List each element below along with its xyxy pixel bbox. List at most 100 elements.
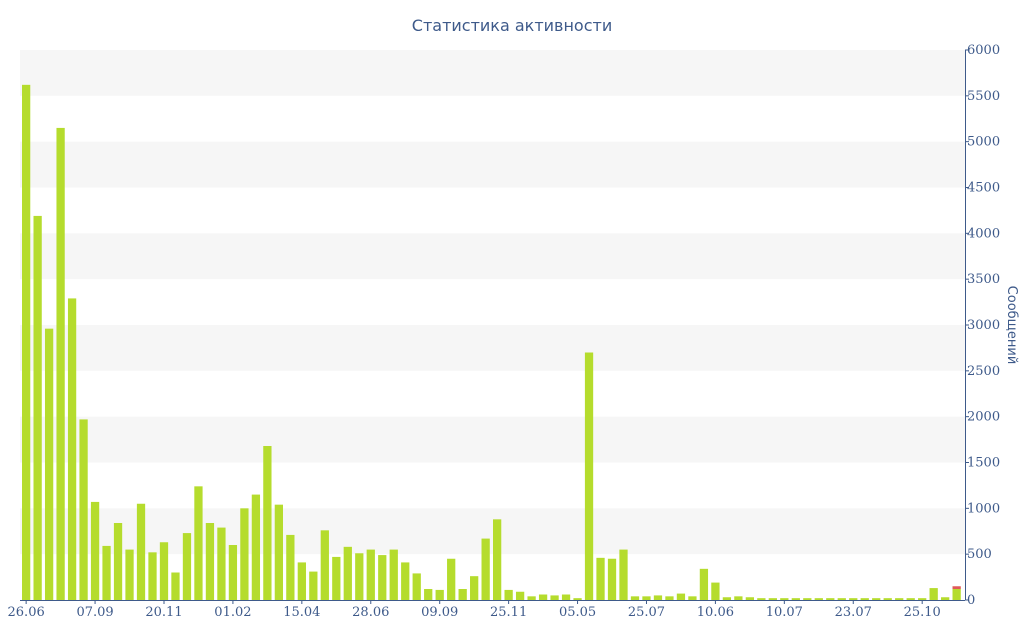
grid-band [20,325,965,371]
bar [699,568,709,600]
bar [194,486,203,600]
bar [803,598,812,600]
bar [228,545,238,600]
bar [205,523,215,600]
grid-band [20,141,965,188]
bar [837,598,846,600]
y-tick-label: 3500 [967,272,1000,287]
grid-band [20,508,965,555]
x-tick-label: 05.05 [559,605,596,620]
bar [745,597,755,600]
bar [619,549,628,600]
y-tick-label: 2500 [967,364,1000,379]
x-tick-label: 10.07 [766,605,803,620]
bar [584,352,594,600]
bar [642,596,651,600]
y-tick-label: 4000 [967,226,1000,241]
bar [113,523,123,600]
x-tick-label: 28.06 [352,605,389,620]
x-tick-label: 07.09 [76,605,113,620]
bar [412,573,421,600]
bar [814,598,823,600]
bar [470,576,479,600]
bar [378,555,387,600]
bar [826,598,835,600]
bar [941,597,950,600]
bar [481,538,490,600]
y-axis-label: Сообщений [1004,286,1019,365]
chart-title: Статистика активности [412,16,612,35]
bar [849,598,858,600]
bar [952,589,961,600]
bar [872,598,881,600]
bar [148,552,157,600]
y-tick-label: 0 [967,593,975,608]
bar [607,558,617,600]
bar [366,549,375,600]
bar [550,595,559,600]
bar [883,598,892,600]
bar [274,504,284,600]
y-tick-label: 1500 [967,456,1000,471]
bar [538,594,548,600]
y-tick-label: 1000 [967,501,1000,516]
bar [67,298,77,600]
bar [297,562,306,600]
y-tick-label: 2000 [967,410,1000,425]
y-tick-label: 500 [967,547,992,562]
bar [515,591,525,600]
bar [676,593,686,600]
bar [33,215,42,600]
bar [895,598,904,600]
bar [711,582,720,600]
x-tick-label: 25.11 [490,605,527,620]
bar [90,501,100,600]
bar [493,519,502,600]
x-tick-label: 25.07 [628,605,665,620]
bar [286,534,295,600]
bar [458,589,467,600]
bar [424,589,433,600]
grid-band [20,50,965,96]
bar [929,588,938,600]
bar [217,527,226,600]
bar [136,503,146,600]
y-tick-label: 5000 [967,135,1000,150]
bar [309,571,318,600]
bar [504,589,513,600]
bar-segment [952,586,961,589]
bar [734,596,743,600]
x-tick-label: 09.09 [421,605,458,620]
bar [665,596,674,600]
bar [22,84,31,601]
y-tick-label: 5500 [967,89,1000,104]
x-tick-label: 01.02 [214,605,251,620]
y-tick-label: 6000 [967,43,1000,58]
y-tick-label: 3000 [967,318,1000,333]
bar [630,596,640,600]
bar [182,533,192,600]
bar [757,598,766,600]
x-tick-label: 23.07 [835,605,872,620]
bar [79,419,88,600]
bar [447,558,456,600]
grid-band [20,233,965,280]
x-tick-label: 25.10 [904,605,941,620]
bar [722,597,732,600]
x-tick-label: 20.11 [145,605,182,620]
bar [44,328,54,600]
grid-band [20,416,965,463]
bar [780,598,789,600]
bar [573,598,582,600]
bar [389,549,398,600]
bar [401,562,410,600]
bar [596,557,605,600]
y-axis: 0 500 1000 1500 2000 2500 3000 3500 4000 4500 5000… [965,43,1000,608]
bar [688,596,697,600]
bar [653,595,663,600]
bar [561,594,571,600]
bar [251,494,261,600]
bar [159,542,169,600]
y-tick-label: 4500 [967,181,1000,196]
